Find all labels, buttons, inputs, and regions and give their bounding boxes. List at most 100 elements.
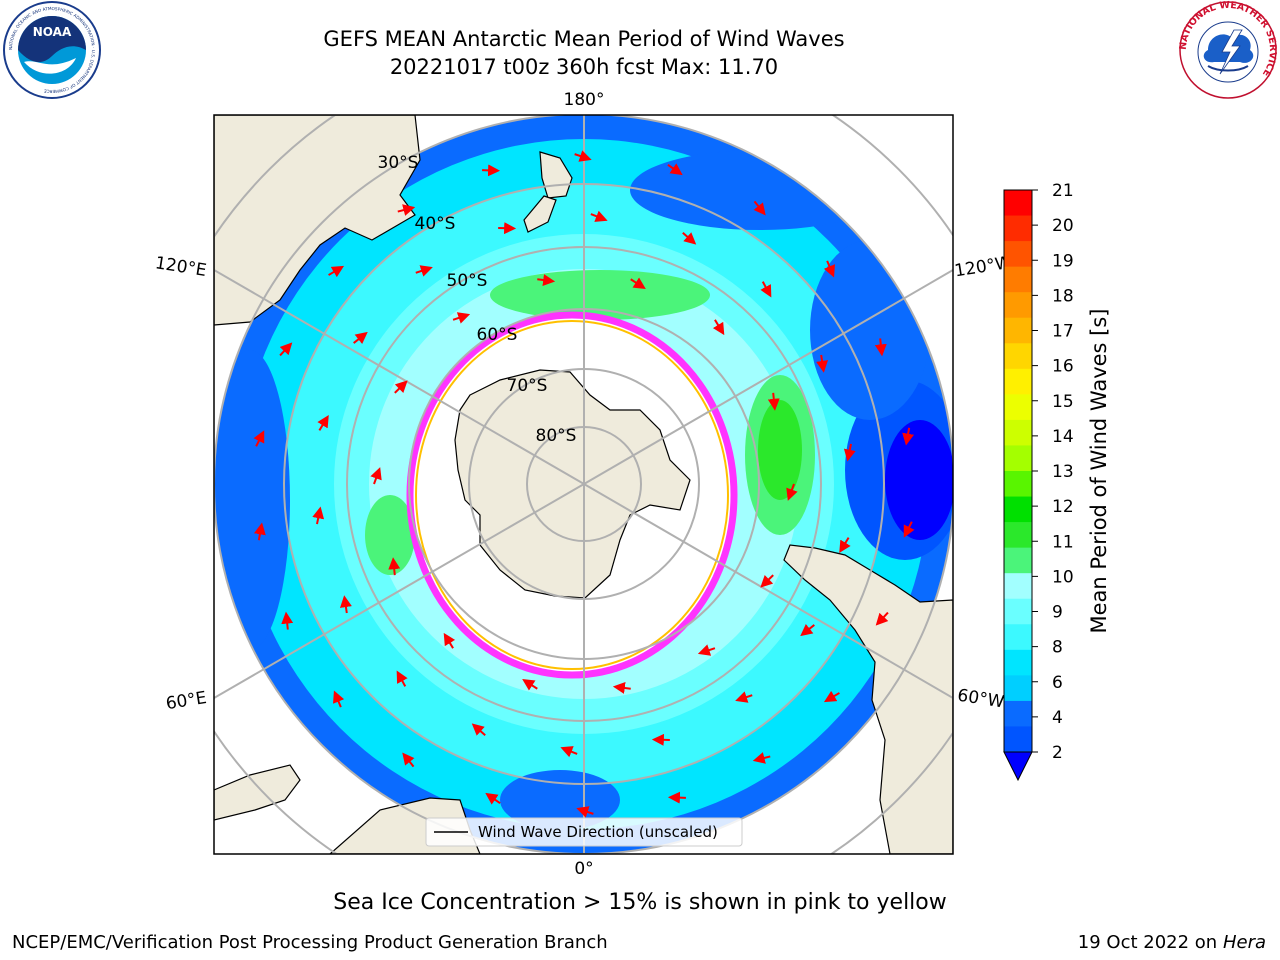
wave-direction-arrow bbox=[875, 611, 889, 626]
colorbar-tick-label: 18 bbox=[1052, 286, 1074, 306]
lon-label-180: 180° bbox=[564, 90, 605, 110]
wave-direction-arrow bbox=[735, 691, 753, 703]
wave-direction-arrow bbox=[485, 792, 501, 805]
colorbar-tick-label: 14 bbox=[1052, 427, 1074, 447]
wave-direction-arrow bbox=[839, 537, 851, 553]
colorbar-tick-label: 17 bbox=[1052, 322, 1074, 342]
lon-label-60w: 60°W bbox=[956, 686, 1006, 713]
lat-label-70s: 70°S bbox=[507, 376, 548, 396]
wave-direction-arrow bbox=[471, 723, 486, 737]
wave-direction-arrow bbox=[576, 806, 594, 818]
lon-label-60e: 60°E bbox=[164, 688, 208, 714]
colorbar-segment bbox=[1004, 317, 1032, 344]
wave-direction-arrow bbox=[281, 611, 294, 630]
wave-direction-arrow bbox=[760, 574, 774, 588]
colorbar-tick-label: 15 bbox=[1052, 392, 1074, 412]
lat-label-50s: 50°S bbox=[447, 271, 488, 291]
wave-direction-arrow bbox=[560, 746, 578, 758]
wave-direction-arrow bbox=[786, 483, 798, 501]
lat-label-40s: 40°S bbox=[415, 214, 456, 234]
colorbar-segment bbox=[1004, 241, 1032, 268]
colorbar-segment bbox=[1004, 496, 1032, 523]
australia bbox=[214, 115, 421, 326]
map-title: GEFS MEAN Antarctic Mean Period of Wind … bbox=[323, 27, 845, 51]
arrow-legend: Wind Wave Direction (unscaled) bbox=[425, 817, 743, 847]
colorbar-segment bbox=[1004, 598, 1032, 625]
wave-direction-arrow bbox=[397, 204, 416, 216]
wave-direction-arrow bbox=[816, 354, 829, 373]
meridian-120e bbox=[214, 269, 585, 485]
lon-label-0: 0° bbox=[574, 859, 593, 879]
credit-line: NCEP/EMC/Verification Post Processing Pr… bbox=[12, 932, 608, 953]
colorbar-segment bbox=[1004, 343, 1032, 370]
wind-wave-arrows bbox=[253, 150, 915, 818]
colorbar-segment bbox=[1004, 726, 1032, 753]
colorbar-tick-label: 6 bbox=[1052, 673, 1063, 693]
wave-direction-arrow bbox=[522, 678, 538, 691]
nws-logo: NATIONAL WEATHER SERVICE bbox=[1178, 0, 1278, 99]
colorbar-segment bbox=[1004, 573, 1032, 600]
wave-direction-arrow bbox=[697, 644, 716, 656]
colorbar-segment bbox=[1004, 547, 1032, 574]
wave-direction-arrow bbox=[370, 467, 382, 485]
colorbar-tick-label: 4 bbox=[1052, 708, 1063, 728]
graticule bbox=[214, 115, 953, 854]
wave-direction-arrow bbox=[630, 277, 646, 290]
antarctica bbox=[454, 369, 691, 599]
wave-direction-arrow bbox=[443, 632, 456, 649]
legend-label: Wind Wave Direction (unscaled) bbox=[478, 823, 718, 841]
colorbar-tick-label: 20 bbox=[1052, 216, 1074, 236]
south-america bbox=[783, 544, 953, 854]
wave-direction-arrow bbox=[279, 342, 293, 357]
colorbar-tick-label: 11 bbox=[1052, 532, 1074, 552]
colorbar-segment bbox=[1004, 471, 1032, 498]
colorbar-segment bbox=[1004, 675, 1032, 702]
noaa-logo: NOAA NATIONAL OCEANIC AND ATMOSPHERIC AD… bbox=[3, 1, 101, 99]
date-text: 19 Oct 2022 on bbox=[1077, 932, 1223, 953]
wave-direction-arrow bbox=[667, 163, 683, 176]
host-name: Hera bbox=[1222, 932, 1266, 953]
colorbar-tick-label: 19 bbox=[1052, 251, 1074, 271]
colorbar-segment bbox=[1004, 419, 1032, 446]
colorbar-extend-triangle bbox=[1003, 751, 1033, 782]
lon-label-120e: 120°E bbox=[154, 253, 208, 281]
wave-direction-arrow bbox=[712, 319, 725, 336]
map-frame bbox=[213, 114, 954, 855]
wave-direction-arrow bbox=[903, 521, 915, 538]
lat-label-80s: 80°S bbox=[536, 426, 577, 446]
map-subtitle: 20221017 t00z 360h fcst Max: 11.70 bbox=[389, 55, 779, 79]
colorbar-segment bbox=[1004, 700, 1032, 727]
meridian-60w bbox=[583, 483, 953, 699]
wave-direction-arrow bbox=[394, 380, 408, 394]
colorbar-segment bbox=[1004, 522, 1032, 549]
wave-direction-arrow bbox=[339, 595, 352, 614]
wave-direction-arrow bbox=[537, 274, 556, 286]
wave-direction-arrow bbox=[253, 522, 266, 541]
wave-direction-arrow bbox=[388, 557, 401, 576]
colorbar-segment bbox=[1004, 394, 1032, 421]
colorbar-segment bbox=[1004, 266, 1032, 293]
new-zealand-south bbox=[523, 195, 557, 233]
colorbar-label: Mean Period of Wind Waves [s] bbox=[1087, 309, 1111, 634]
colorbar-tick-label: 8 bbox=[1052, 638, 1063, 658]
wave-direction-arrow bbox=[317, 415, 329, 431]
wave-direction-arrow bbox=[753, 200, 766, 216]
wave-direction-arrow bbox=[902, 427, 915, 446]
wave-direction-arrow bbox=[253, 430, 265, 447]
wave-direction-arrow bbox=[760, 281, 772, 298]
colorbar-segment bbox=[1004, 445, 1032, 472]
colorbar-segment bbox=[1004, 624, 1032, 651]
wave-direction-arrow bbox=[752, 752, 771, 764]
wave-direction-arrow bbox=[396, 670, 408, 687]
wave-direction-arrow bbox=[612, 682, 631, 694]
wave-direction-arrow bbox=[353, 331, 368, 345]
meridian-60e bbox=[214, 483, 585, 699]
lat-label-60s: 60°S bbox=[477, 325, 518, 345]
colorbar-segment bbox=[1004, 368, 1032, 395]
wave-direction-arrow bbox=[590, 210, 608, 222]
colorbar-tick-label: 2 bbox=[1052, 743, 1063, 763]
wave-direction-arrow bbox=[823, 260, 835, 278]
wave-direction-arrow bbox=[328, 265, 345, 278]
wave-direction-arrow bbox=[800, 623, 815, 637]
